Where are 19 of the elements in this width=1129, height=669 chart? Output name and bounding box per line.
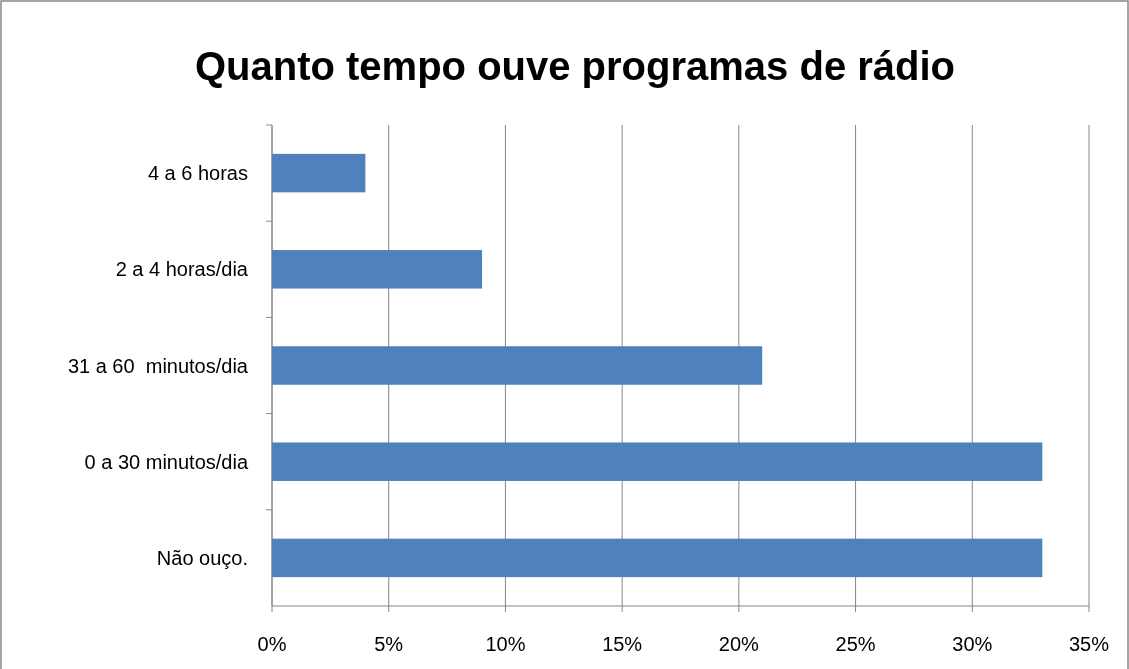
y-tick-label: 31 a 60 minutos/dia [67, 354, 249, 377]
x-tick-label: 20% [718, 633, 760, 655]
y-tick-label: 0 a 30 minutos/dia [84, 450, 249, 473]
bar [272, 346, 763, 385]
bar [272, 538, 1043, 578]
x-tick-label: 15% [602, 633, 643, 655]
y-tick-label: 2 a 4 horas/dia [115, 258, 249, 281]
y-tick-label: Não ouço. [156, 546, 248, 569]
y-tick-label: 4 a 6 horas [147, 162, 248, 185]
bar [272, 442, 1043, 481]
x-tick-label: 30% [952, 633, 993, 655]
x-tick-label: 0% [257, 633, 287, 655]
chart-title: Quanto tempo ouve programas de rádio [194, 44, 956, 88]
x-tick-label: 5% [374, 633, 404, 655]
x-tick-label: 10% [485, 633, 526, 655]
bar [272, 153, 366, 193]
x-tick-label: 25% [835, 633, 876, 655]
x-tick-label: 35% [1068, 633, 1110, 655]
bar [272, 250, 483, 289]
